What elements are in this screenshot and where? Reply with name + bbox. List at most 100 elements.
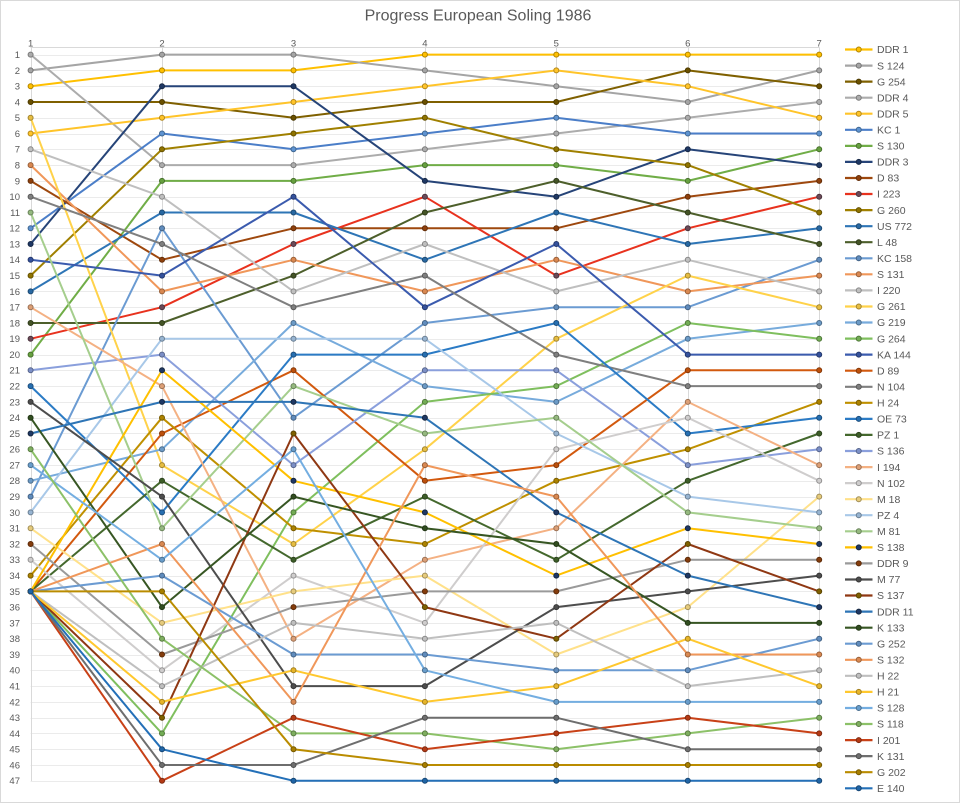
svg-text:39: 39 xyxy=(9,650,20,661)
svg-text:7: 7 xyxy=(817,39,822,50)
svg-text:DDR 4: DDR 4 xyxy=(877,92,909,104)
svg-text:K 131: K 131 xyxy=(877,751,905,763)
svg-text:N 104: N 104 xyxy=(877,382,905,394)
svg-text:7: 7 xyxy=(15,145,20,156)
svg-text:47: 47 xyxy=(9,776,20,787)
svg-text:21: 21 xyxy=(9,366,20,377)
svg-text:D 83: D 83 xyxy=(877,173,899,185)
svg-text:KC 158: KC 158 xyxy=(877,253,912,265)
svg-text:KA 144: KA 144 xyxy=(877,349,911,361)
svg-text:M 81: M 81 xyxy=(877,526,901,538)
svg-text:4: 4 xyxy=(15,97,20,108)
svg-text:45: 45 xyxy=(9,745,20,756)
svg-text:19: 19 xyxy=(9,334,20,345)
svg-text:6: 6 xyxy=(685,39,690,50)
svg-text:14: 14 xyxy=(9,255,20,266)
svg-text:1: 1 xyxy=(15,50,20,61)
svg-text:32: 32 xyxy=(9,539,20,550)
svg-text:S 132: S 132 xyxy=(877,655,905,667)
svg-text:G 219: G 219 xyxy=(877,317,906,329)
svg-text:I 220: I 220 xyxy=(877,285,901,297)
svg-text:40: 40 xyxy=(9,666,20,677)
svg-text:25: 25 xyxy=(9,429,20,440)
svg-text:H 24: H 24 xyxy=(877,398,899,410)
svg-text:S 136: S 136 xyxy=(877,446,905,458)
svg-text:S 137: S 137 xyxy=(877,590,905,602)
svg-text:17: 17 xyxy=(9,303,20,314)
svg-text:2: 2 xyxy=(15,66,20,77)
svg-text:13: 13 xyxy=(9,239,20,250)
svg-text:10: 10 xyxy=(9,192,20,203)
svg-text:27: 27 xyxy=(9,461,20,472)
svg-text:PZ 4: PZ 4 xyxy=(877,510,899,522)
svg-text:S 131: S 131 xyxy=(877,269,905,281)
svg-text:20: 20 xyxy=(9,350,20,361)
svg-text:DDR 3: DDR 3 xyxy=(877,157,909,169)
svg-text:KC 1: KC 1 xyxy=(877,125,901,137)
svg-text:30: 30 xyxy=(9,508,20,519)
svg-text:L 48: L 48 xyxy=(877,237,897,249)
svg-text:18: 18 xyxy=(9,318,20,329)
svg-text:M 77: M 77 xyxy=(877,574,901,586)
svg-text:3: 3 xyxy=(15,82,20,93)
svg-text:23: 23 xyxy=(9,397,20,408)
svg-text:S 118: S 118 xyxy=(877,719,904,731)
svg-text:28: 28 xyxy=(9,476,20,487)
svg-text:I 201: I 201 xyxy=(877,735,901,747)
svg-text:5: 5 xyxy=(554,39,559,50)
svg-text:D 89: D 89 xyxy=(877,365,899,377)
svg-text:4: 4 xyxy=(422,39,427,50)
svg-text:46: 46 xyxy=(9,760,20,771)
svg-text:33: 33 xyxy=(9,555,20,566)
svg-text:M 18: M 18 xyxy=(877,494,901,506)
svg-text:44: 44 xyxy=(9,729,20,740)
svg-text:6: 6 xyxy=(15,129,20,140)
svg-text:38: 38 xyxy=(9,634,20,645)
svg-text:N 102: N 102 xyxy=(877,478,905,490)
svg-text:37: 37 xyxy=(9,618,20,629)
svg-text:G 264: G 264 xyxy=(877,333,906,345)
svg-text:DDR 1: DDR 1 xyxy=(877,44,909,56)
svg-text:E 140: E 140 xyxy=(877,783,905,795)
svg-text:29: 29 xyxy=(9,492,20,503)
svg-text:G 254: G 254 xyxy=(877,76,906,88)
svg-text:H 22: H 22 xyxy=(877,671,899,683)
svg-text:2: 2 xyxy=(159,39,164,50)
svg-text:12: 12 xyxy=(9,224,20,235)
svg-text:DDR 9: DDR 9 xyxy=(877,558,909,570)
svg-text:I 194: I 194 xyxy=(877,462,901,474)
svg-text:31: 31 xyxy=(9,524,20,535)
svg-text:US 772: US 772 xyxy=(877,221,912,233)
svg-text:OE 73: OE 73 xyxy=(877,414,907,426)
svg-text:3: 3 xyxy=(291,39,296,50)
svg-text:42: 42 xyxy=(9,697,20,708)
svg-text:Progress European Soling 1986: Progress European Soling 1986 xyxy=(365,8,592,25)
svg-text:24: 24 xyxy=(9,413,20,424)
svg-text:41: 41 xyxy=(9,682,20,693)
svg-text:9: 9 xyxy=(15,176,20,187)
svg-text:1: 1 xyxy=(28,39,33,50)
svg-text:5: 5 xyxy=(15,113,20,124)
svg-text:PZ 1: PZ 1 xyxy=(877,430,899,442)
svg-text:8: 8 xyxy=(15,161,20,172)
svg-text:34: 34 xyxy=(9,571,20,582)
svg-text:G 260: G 260 xyxy=(877,205,906,217)
svg-text:S 138: S 138 xyxy=(877,542,905,554)
svg-text:16: 16 xyxy=(9,287,20,298)
svg-text:G 252: G 252 xyxy=(877,638,906,650)
svg-text:DDR 5: DDR 5 xyxy=(877,108,909,120)
svg-text:DDR 11: DDR 11 xyxy=(877,606,914,618)
svg-text:26: 26 xyxy=(9,445,20,456)
svg-text:I 223: I 223 xyxy=(877,189,901,201)
svg-text:35: 35 xyxy=(9,587,20,598)
svg-text:11: 11 xyxy=(10,208,20,219)
svg-text:S 128: S 128 xyxy=(877,703,905,715)
svg-text:H 21: H 21 xyxy=(877,687,899,699)
svg-text:36: 36 xyxy=(9,603,20,614)
svg-text:K 133: K 133 xyxy=(877,622,905,634)
svg-text:S 130: S 130 xyxy=(877,141,905,153)
svg-text:G 202: G 202 xyxy=(877,767,906,779)
svg-text:43: 43 xyxy=(9,713,20,724)
svg-text:22: 22 xyxy=(9,382,20,393)
svg-text:S 124: S 124 xyxy=(877,60,905,72)
